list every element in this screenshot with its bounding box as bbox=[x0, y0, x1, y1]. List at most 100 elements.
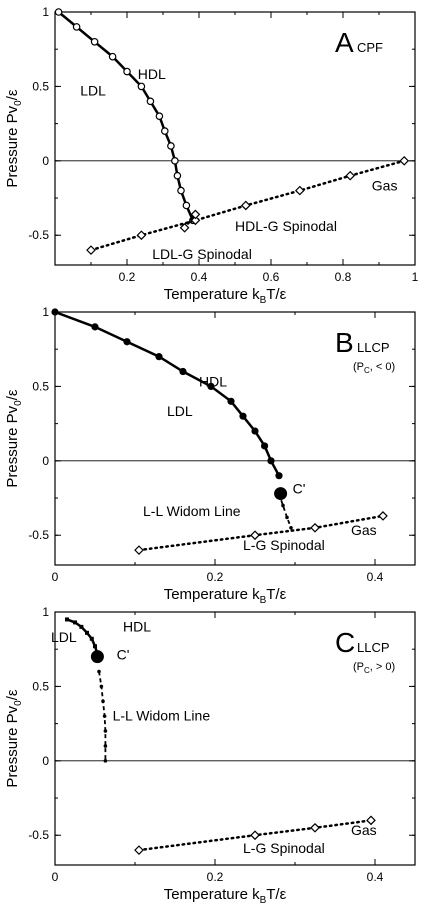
y-tick-label: 0.5 bbox=[32, 379, 49, 393]
data-point-square bbox=[65, 617, 69, 622]
data-point-circle bbox=[54, 8, 63, 16]
data-point-dot bbox=[51, 308, 59, 316]
data-point-diamond bbox=[179, 222, 190, 233]
annotation-label: L-L Widom Line bbox=[113, 708, 211, 724]
panel-condition: (PC, < 0) bbox=[353, 361, 395, 375]
annotation-label: Gas bbox=[372, 178, 398, 194]
data-point-diamond bbox=[134, 845, 144, 855]
data-point-dot bbox=[267, 457, 275, 465]
data-point-circle bbox=[146, 97, 155, 106]
x-tick-label: 0.4 bbox=[367, 870, 384, 884]
y-axis-title: Pressure Pv0/ε bbox=[4, 389, 24, 487]
annotation-label: LDL bbox=[167, 403, 193, 419]
data-point-diamond bbox=[294, 185, 305, 196]
x-tick-label: 1 bbox=[412, 270, 419, 284]
annotation-label: Gas bbox=[351, 822, 377, 838]
data-point-small bbox=[289, 525, 293, 530]
data-point-diamond bbox=[136, 230, 147, 241]
data-point-diamond bbox=[86, 245, 96, 255]
data-point-dot bbox=[239, 412, 247, 420]
annotation-label: L-G Spinodal bbox=[243, 537, 325, 553]
data-point-diamond bbox=[310, 822, 320, 833]
data-point-small bbox=[97, 669, 101, 674]
x-tick-label: 0.2 bbox=[207, 870, 224, 884]
annotation-label: HDL bbox=[123, 618, 151, 634]
data-point-diamond bbox=[250, 530, 260, 541]
data-point-dot bbox=[123, 338, 131, 346]
data-point-small bbox=[103, 729, 108, 733]
annotation-label: L-G Spinodal bbox=[243, 840, 325, 856]
panel-condition: (PC, > 0) bbox=[353, 661, 395, 675]
chart-panel-c: 0 0.2 0.4 -0.5 0 0.5 1 Temperature kBT/ε Pressur… bbox=[4, 605, 416, 906]
series-line-0 bbox=[57, 11, 195, 221]
data-point-small bbox=[102, 714, 107, 718]
annotation-label: LDL bbox=[80, 82, 106, 98]
annotation-label: C' bbox=[293, 481, 306, 497]
annotation-label: LDL-G Spinodal bbox=[152, 246, 252, 262]
data-point-small bbox=[103, 759, 108, 763]
y-tick-label: 1 bbox=[42, 605, 49, 619]
series-line-0 bbox=[54, 310, 281, 477]
critical-point-marker bbox=[274, 487, 288, 501]
x-tick-label: 0.6 bbox=[263, 270, 280, 284]
data-point-diamond bbox=[240, 200, 251, 211]
data-point-circle bbox=[177, 186, 185, 195]
annotation-label: L-L Widom Line bbox=[143, 503, 241, 519]
data-point-circle bbox=[155, 112, 164, 120]
x-tick-label: 0.2 bbox=[207, 570, 224, 584]
data-point-small bbox=[101, 699, 105, 704]
data-point-circle bbox=[137, 82, 146, 91]
data-point-circle bbox=[90, 37, 99, 46]
annotation-label: HDL bbox=[199, 373, 227, 389]
x-tick-label: 0.2 bbox=[119, 270, 136, 284]
data-point-small bbox=[285, 515, 289, 520]
data-point-circle bbox=[123, 67, 131, 76]
data-point-small bbox=[281, 503, 285, 508]
x-tick-label: 0.4 bbox=[367, 570, 384, 584]
data-point-circle bbox=[161, 127, 169, 135]
series-line-2 bbox=[137, 819, 373, 852]
critical-point-marker bbox=[90, 650, 104, 664]
data-point-circle bbox=[171, 157, 179, 165]
panel-letter: C bbox=[335, 627, 355, 658]
plot-frame bbox=[54, 611, 416, 866]
y-tick-label: 0 bbox=[42, 454, 49, 468]
data-point-square bbox=[85, 630, 89, 635]
data-point-diamond bbox=[310, 522, 320, 533]
data-point-dot bbox=[227, 397, 235, 405]
chart-panel-b: 0 0.2 0.4 -0.5 0 0.5 1 Temperature kBT/ε Pressur… bbox=[4, 305, 416, 606]
y-tick-label: 1 bbox=[42, 305, 49, 319]
data-point-square bbox=[79, 624, 84, 629]
x-tick-label: 0.4 bbox=[191, 270, 208, 284]
y-tick-label: 1 bbox=[42, 5, 49, 19]
data-point-circle bbox=[182, 201, 191, 210]
data-point-dot bbox=[275, 472, 283, 480]
x-tick-label: 0 bbox=[52, 570, 59, 584]
data-point-circle bbox=[72, 23, 81, 31]
data-point-square bbox=[73, 620, 77, 625]
panel-letter: A bbox=[335, 27, 354, 58]
y-tick-label: -0.5 bbox=[28, 828, 49, 842]
data-point-diamond bbox=[399, 155, 410, 166]
data-point-square bbox=[89, 636, 94, 641]
data-point-dot bbox=[261, 442, 269, 450]
x-tick-label: 0 bbox=[52, 870, 59, 884]
panel-subtitle: CPF bbox=[357, 40, 383, 55]
data-point-dot bbox=[155, 353, 163, 361]
plot-frame bbox=[54, 311, 416, 566]
annotation-label: HDL-G Spinodal bbox=[235, 218, 337, 234]
y-tick-label: 0.5 bbox=[32, 79, 49, 93]
y-tick-label: 0 bbox=[42, 754, 49, 768]
y-tick-label: 0.5 bbox=[32, 679, 49, 693]
annotation-label: LDL bbox=[51, 629, 77, 645]
data-point-diamond bbox=[134, 545, 144, 555]
data-point-diamond bbox=[250, 830, 260, 841]
x-axis-title: Temperature kBT/ε bbox=[164, 586, 287, 606]
annotation-label: HDL bbox=[138, 66, 166, 82]
data-point-dot bbox=[207, 382, 215, 391]
data-point-circle bbox=[108, 52, 117, 61]
annotation-label: Gas bbox=[351, 522, 377, 538]
data-point-diamond bbox=[366, 815, 376, 826]
data-point-dot bbox=[179, 367, 187, 376]
